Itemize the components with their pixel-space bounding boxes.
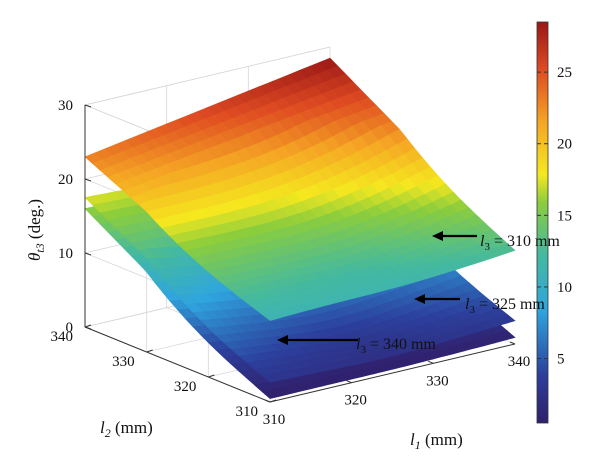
annotation-340: l3 = 340 mm xyxy=(277,335,436,356)
z-tick-mark-0 xyxy=(84,326,92,330)
annotation-label-310: l3 = 310 mm xyxy=(480,233,560,253)
z-tick-mark-1 xyxy=(84,252,92,256)
z-axis-subscript: t3 xyxy=(33,243,47,252)
y-tick-label: 320 xyxy=(174,379,197,395)
colorbar: 5 10 15 20 25 xyxy=(536,21,572,424)
annotation-325: l3 = 325 mm xyxy=(414,294,545,316)
x-tick-mark-2 xyxy=(428,360,434,364)
colorbar-tick-label: 25 xyxy=(557,65,572,81)
z-tick-label: 20 xyxy=(58,172,73,188)
y-tick-label: 310 xyxy=(236,404,259,420)
z-tick-label: 30 xyxy=(58,98,73,114)
y-axis-subscript: 2 xyxy=(105,426,111,440)
y-axis-line xyxy=(84,326,271,403)
z-axis-title: θt3 (deg.) xyxy=(25,199,47,261)
x-tick-label: 330 xyxy=(426,373,449,389)
x-tick-mark-3 xyxy=(509,341,516,345)
x-tick-label: 320 xyxy=(344,393,367,409)
annotation-arrowhead-325 xyxy=(414,294,425,304)
y-axis-unit: (mm) xyxy=(111,418,153,437)
y-tick-label: 340 xyxy=(51,329,74,345)
x-tick-label: 340 xyxy=(508,354,531,370)
colorbar-tick-label: 20 xyxy=(557,137,572,153)
annotation-arrowhead-340 xyxy=(277,335,288,345)
x-axis-title: l1 (mm) xyxy=(410,430,463,452)
y-tick-label: 330 xyxy=(112,354,135,370)
surfaces xyxy=(84,57,516,399)
box-edge-1 xyxy=(84,46,331,106)
z-tick-label: 0 xyxy=(66,320,74,336)
annotation-310: l3 = 310 mm xyxy=(432,231,560,253)
z-tick-label: 10 xyxy=(58,246,73,262)
x-axis-subscript: 1 xyxy=(415,438,421,452)
x-tick-mark-1 xyxy=(346,380,352,384)
y-tick-mark-3 xyxy=(84,324,92,328)
x-axis-symbol: l xyxy=(410,430,415,449)
y-tick-mark-2 xyxy=(146,349,153,353)
axes: 0 10 20 30 310 320 330 340 310 320 330 340 xyxy=(51,98,531,428)
surface-0-patch xyxy=(496,243,516,255)
z-tick-mark-3 xyxy=(84,104,92,108)
y-axis-symbol: l xyxy=(100,418,105,437)
surface-2-patch xyxy=(496,330,516,341)
annotation-label-325: l3 = 325 mm xyxy=(465,296,545,316)
z-axis-symbol: θ xyxy=(25,253,44,261)
surface-1-patch xyxy=(496,314,516,325)
y-tick-mark-1 xyxy=(208,374,215,378)
y-axis-title: l2 (mm) xyxy=(100,418,153,440)
z-axis-unit: (deg.) xyxy=(25,199,44,243)
x-tick-label: 310 xyxy=(263,412,286,428)
x-axis-unit: (mm) xyxy=(421,430,463,449)
colorbar-tick-label: 10 xyxy=(557,280,572,296)
annotation-arrowhead-310 xyxy=(432,231,443,241)
y-tick-mark-0 xyxy=(269,399,277,403)
x-tick-mark-0 xyxy=(264,399,271,403)
x-axis-line xyxy=(269,343,516,403)
colorbar-tick-label: 5 xyxy=(557,352,565,368)
z-tick-mark-2 xyxy=(84,178,92,182)
colorbar-gradient xyxy=(536,21,549,424)
annotation-label-340: l3 = 340 mm xyxy=(356,336,436,356)
colorbar-tick-label: 15 xyxy=(557,208,572,224)
